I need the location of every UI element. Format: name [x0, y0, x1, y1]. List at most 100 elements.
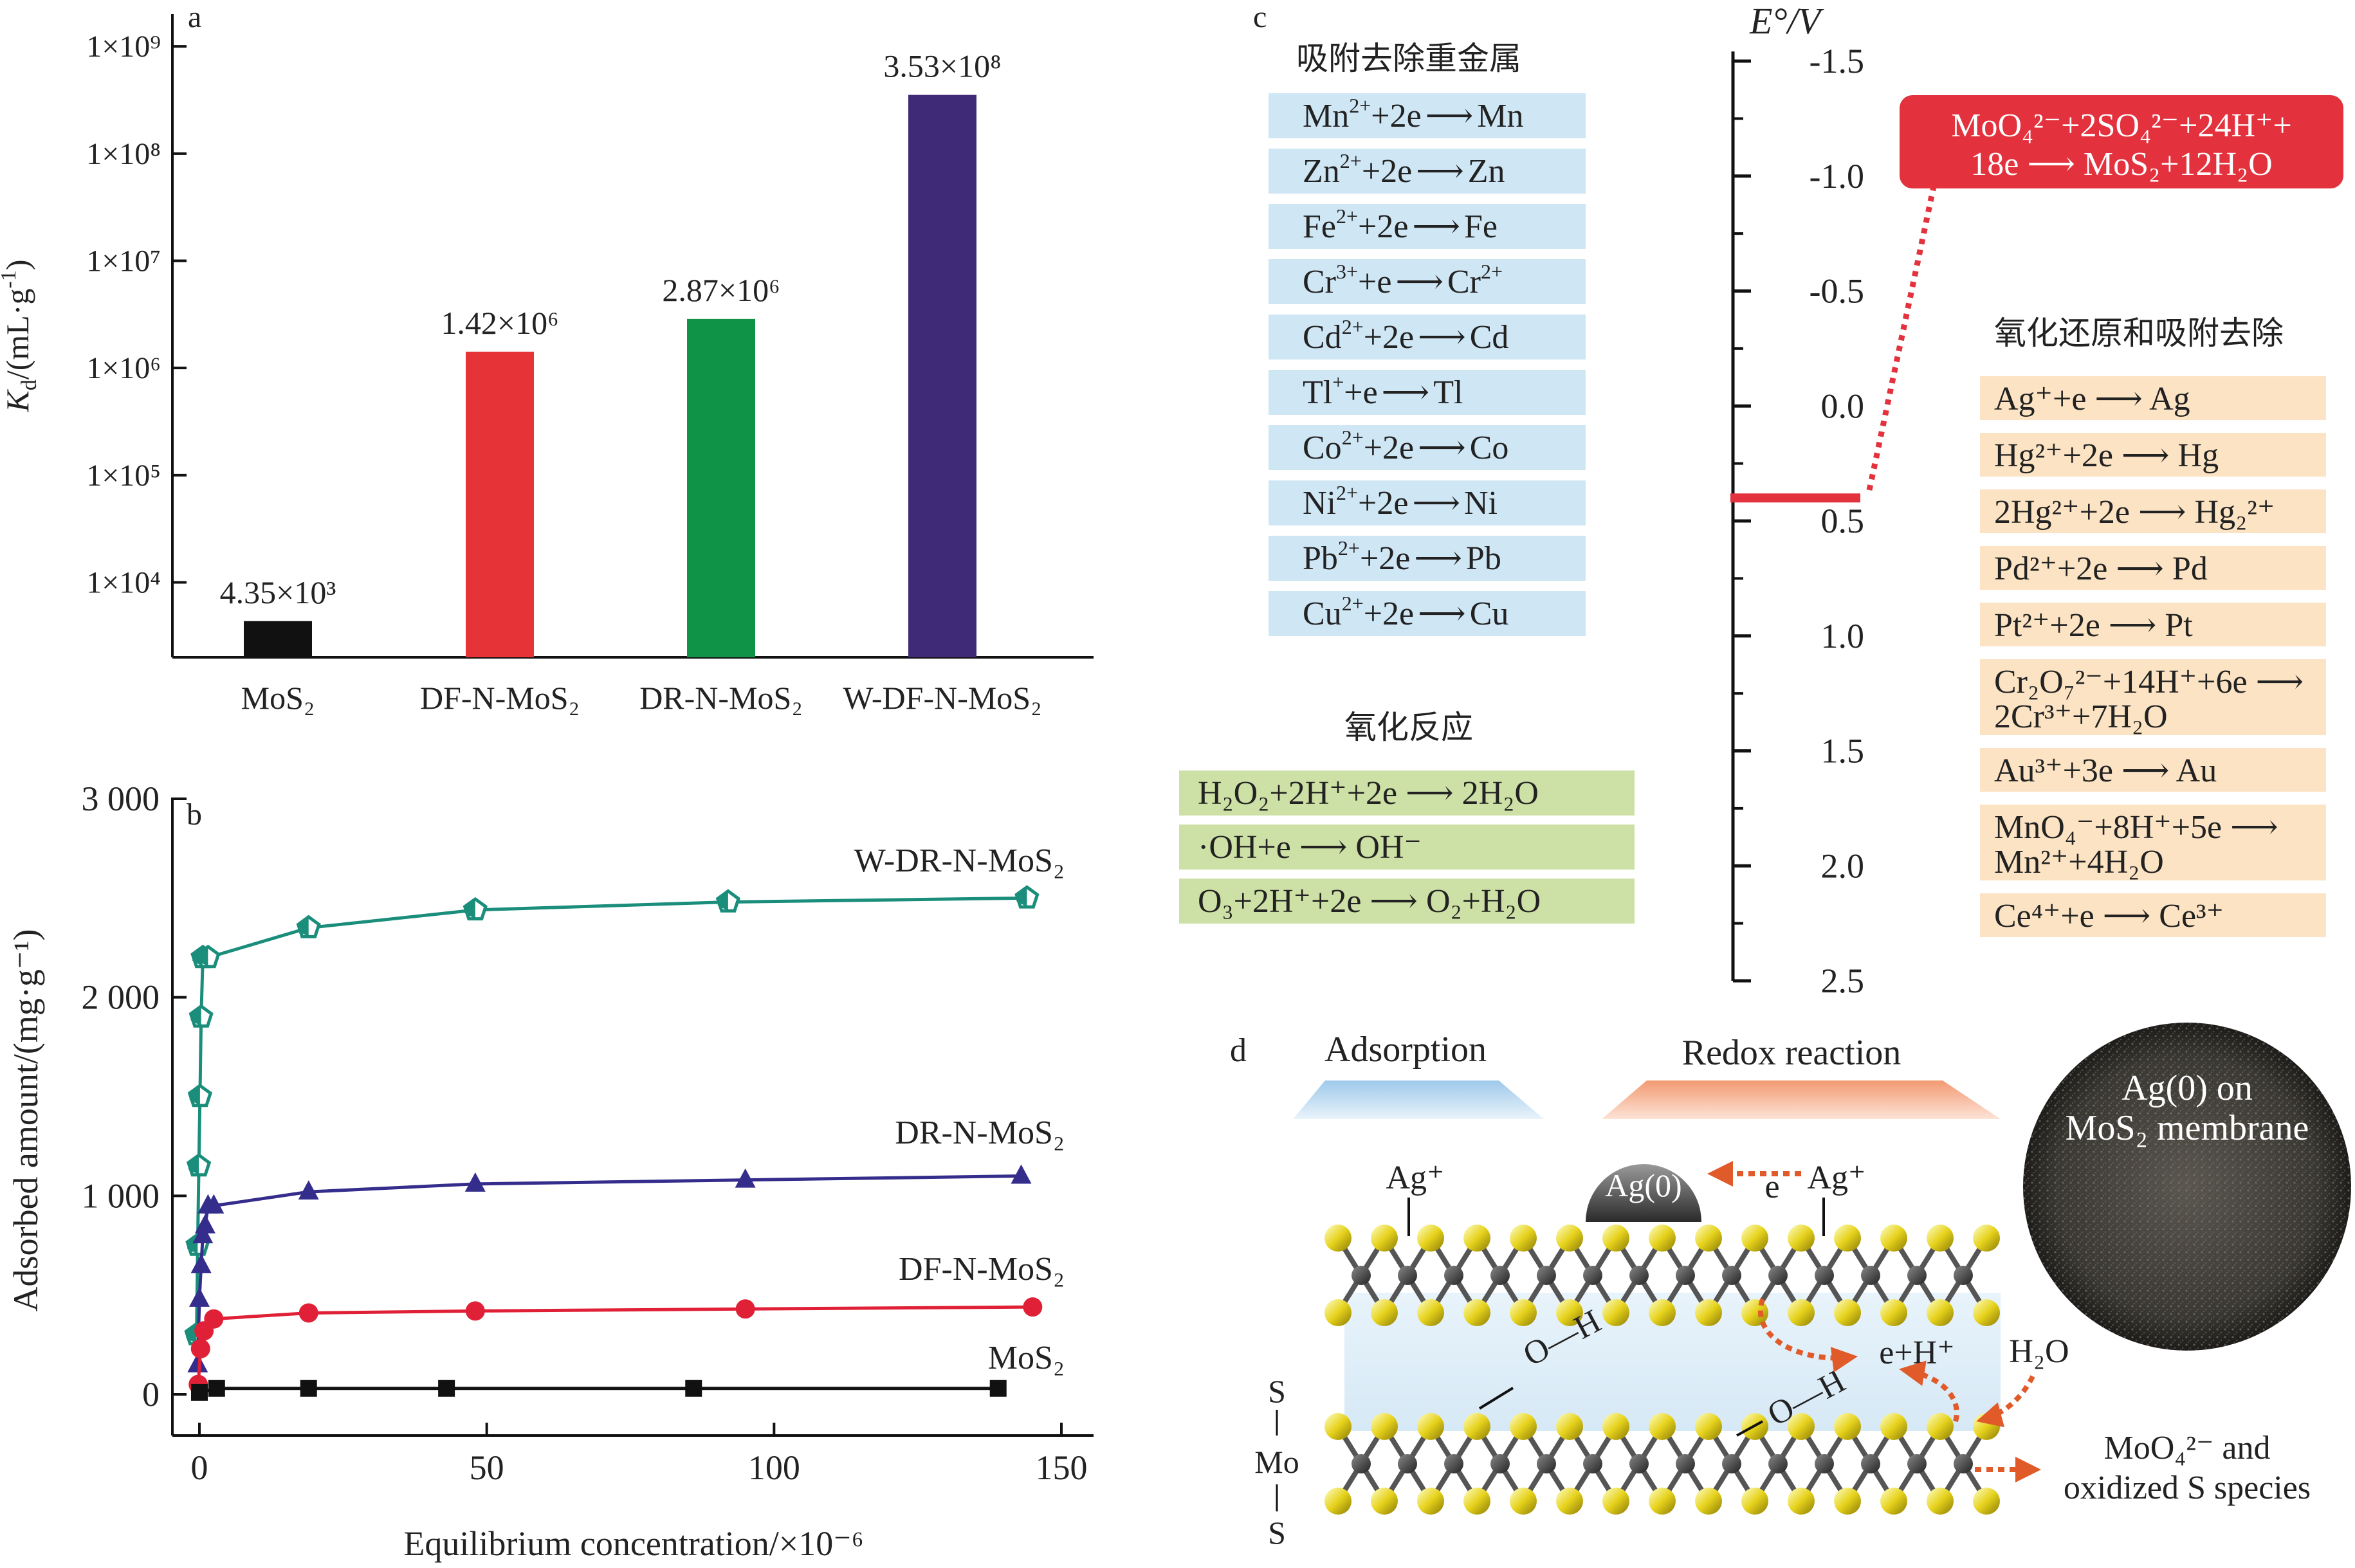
data-point-half-fill [464, 898, 475, 919]
y-tick-label: 1 000 [82, 1176, 160, 1215]
sulfur-atom [1510, 1225, 1537, 1252]
mos2-formation-reaction-box [1900, 95, 2343, 188]
x-tick-label: 150 [1036, 1448, 1088, 1487]
redox-reaction-box [1980, 893, 2326, 937]
oxidation-reaction-box [1179, 825, 1635, 870]
bar-value-label: 2.87×10⁶ [662, 272, 780, 308]
redox-reaction-text: Hg²⁺+2e ⟶ Hg [1994, 437, 2219, 474]
panel-c-redox-potential-diagram: c 吸附去除重金属 Mn2++2e ⟶ Mn Zn2++2e ⟶ Zn Fe2++2e ⟶ Fe… [1179, 0, 2343, 1000]
redox-reaction-text: Ce⁴⁺+e ⟶ Ce³⁺ [1994, 898, 2224, 934]
panel-a-bars [244, 95, 976, 657]
adsorption-reaction-box [1269, 536, 1586, 581]
y-tick-label: 2 000 [82, 978, 160, 1017]
water-label: H₂O [2009, 1333, 2069, 1370]
molybdenum-atom [1722, 1454, 1741, 1473]
sulfur-atom [1649, 1299, 1676, 1326]
y-tick-label: 1×10⁸ [86, 137, 161, 171]
data-point [735, 1299, 755, 1319]
redox-reaction-text: 2Hg²⁺+2e ⟶ Hg₂²⁺ [1994, 494, 2275, 531]
molybdenum-atom [1722, 1266, 1741, 1285]
data-point [192, 1224, 214, 1244]
data-point [298, 1180, 319, 1200]
data-point-half-fill [186, 1324, 197, 1344]
adsorption-reaction-text: Tl++e ⟶ Tl [1303, 370, 1463, 411]
panel-label-d: d [1230, 1032, 1247, 1069]
adsorption-reaction-text: Co2++2e ⟶ Co [1303, 426, 1508, 466]
sulfur-atom [1602, 1225, 1629, 1252]
redox-reaction-text: Pt²⁺+2e ⟶ Pt [1994, 607, 2193, 644]
molybdenum-atom [1907, 1266, 1927, 1285]
oxidation-reaction-text: O₃+2H⁺+2e ⟶ O₂+H₂O [1198, 883, 1541, 920]
water-attack-arrow [1976, 1375, 2035, 1428]
data-point [204, 1309, 224, 1329]
sulfur-atom [1602, 1299, 1629, 1326]
potential-tick-label: 0.5 [1821, 502, 1865, 540]
adsorption-reaction-text: Pb2++2e ⟶ Pb [1303, 536, 1501, 577]
bar-value-label: 3.53×10⁸ [883, 48, 1001, 84]
adsorption-removal-title: 吸附去除重金属 [1296, 40, 1521, 77]
data-point [190, 1253, 212, 1273]
panel-b-ticks: 0 50 100 150 0 1 000 2 000 3 000 [82, 779, 1088, 1487]
molybdenum-atom [1907, 1454, 1927, 1473]
molybdenum-atom [1352, 1266, 1371, 1285]
data-point [735, 1168, 756, 1188]
adsorption-reaction-text: Cd2++2e ⟶ Cd [1303, 315, 1508, 356]
potential-tick-label: 2.5 [1821, 962, 1865, 1000]
sulfur-atom [1602, 1488, 1629, 1515]
data-point [189, 1287, 210, 1307]
potential-tick-label: 2.0 [1821, 846, 1865, 885]
potential-tick-label: -1.0 [1810, 157, 1864, 196]
series-label: DR-N-MoS₂ [895, 1115, 1065, 1151]
sulfur-atom [1834, 1299, 1861, 1326]
sulfur-atom [1880, 1488, 1907, 1515]
ag0-nanoparticle [1586, 1164, 1701, 1222]
potential-tick-label: -1.5 [1810, 42, 1864, 80]
bar [466, 351, 534, 657]
sulfur-atom [1741, 1225, 1768, 1252]
data-point [300, 1380, 317, 1397]
adsorption-reaction-box [1269, 425, 1586, 470]
data-point [464, 1172, 486, 1192]
sulfur-atom [1324, 1299, 1352, 1326]
sulfur-atom [1510, 1488, 1537, 1515]
redox-reaction-list: Ag⁺+e ⟶ Ag Hg²⁺+2e ⟶ Hg 2Hg²⁺+2e ⟶ Hg₂²⁺ Pd… [1980, 376, 2326, 937]
y-tick-label: 1×10⁶ [86, 351, 161, 385]
data-point [190, 1339, 210, 1359]
molybdenum-label: Mo [1254, 1444, 1299, 1480]
sulfur-atom [1927, 1488, 1954, 1515]
data-point [438, 1380, 455, 1397]
redox-reaction-box [1980, 659, 2326, 735]
adsorption-reaction-text: Zn2++2e ⟶ Zn [1303, 149, 1505, 190]
adsorption-reaction-box [1269, 480, 1586, 525]
panel-label-c: c [1253, 0, 1267, 34]
category-label: DF-N-MoS₂ [420, 680, 580, 716]
sulfur-atom [1741, 1299, 1768, 1326]
ag-ion-left-label: Ag⁺ [1386, 1160, 1445, 1196]
redox-reaction-text: Pd²⁺+2e ⟶ Pd [1994, 551, 2208, 587]
data-point-half-fill [190, 1006, 201, 1026]
potential-connector-dotted-line [1866, 186, 1937, 491]
sulfur-atom [1834, 1413, 1861, 1440]
oxidation-reaction-list: H₂O₂+2H⁺+2e ⟶ 2H₂O ·OH+e ⟶ OH⁻ O₃+2H⁺+2e ⟶… [1179, 770, 1635, 924]
sulfur-atom [1463, 1488, 1490, 1515]
product-label-line-2: oxidized S species [2064, 1470, 2311, 1506]
sulfur-atom [1602, 1413, 1629, 1440]
sulfur-atom [1788, 1225, 1815, 1252]
oxidation-reaction-box [1179, 770, 1635, 816]
panel-b-series-labels: W-DR-N-MoS₂ DR-N-MoS₂ DF-N-MoS₂ MoS₂ [854, 843, 1065, 1376]
adsorption-label: Adsorption [1324, 1030, 1487, 1070]
mos2-bottom-layer [1324, 1413, 2000, 1515]
bar-value-label: 4.35×10³ [220, 574, 336, 610]
redox-reaction-text: Cr₂O₇²⁻+14H⁺+6e ⟶ [1994, 664, 2304, 700]
sulfur-atom [1417, 1413, 1444, 1440]
photo-caption-line-1: Ag(0) on [2121, 1068, 2253, 1108]
adsorption-reaction-text: Ni2++2e ⟶ Ni [1303, 481, 1498, 522]
molybdenum-atom [1676, 1266, 1695, 1285]
molybdenum-atom [1583, 1266, 1602, 1285]
sulfur-atom [1927, 1299, 1954, 1326]
sulfur-atom [1556, 1488, 1583, 1515]
data-point [685, 1380, 702, 1397]
molybdenum-atom [1398, 1454, 1417, 1473]
potential-tick-label: 1.5 [1821, 732, 1865, 770]
